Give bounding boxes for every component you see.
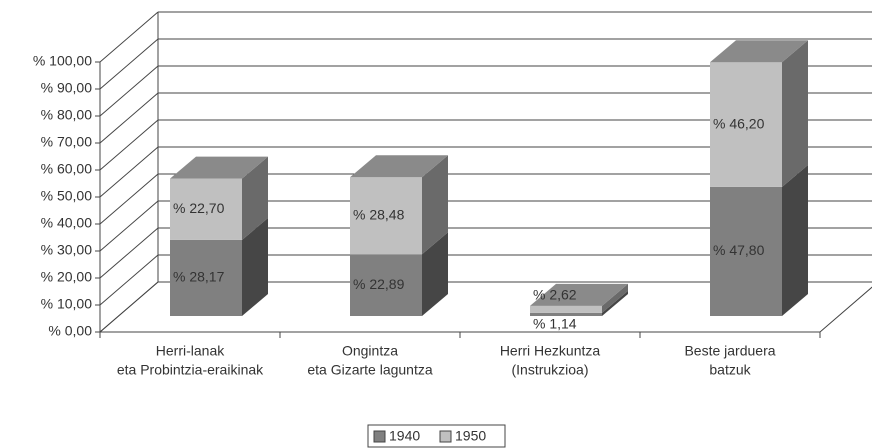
grid-line bbox=[99, 254, 159, 306]
grid-line bbox=[99, 38, 159, 90]
y-tick-label: % 60,00 bbox=[41, 161, 93, 177]
grid-line bbox=[99, 227, 159, 279]
bar-side bbox=[602, 290, 628, 316]
grid-line bbox=[99, 119, 159, 171]
y-tick-label: % 10,00 bbox=[41, 296, 93, 312]
bar-front bbox=[710, 62, 782, 187]
bar-side bbox=[242, 156, 268, 240]
value-label: % 46,20 bbox=[713, 115, 765, 131]
bar-top bbox=[710, 40, 808, 63]
bar-front bbox=[530, 305, 602, 313]
bar-top bbox=[530, 283, 628, 306]
value-label: % 22,89 bbox=[353, 276, 405, 292]
legend-label: 1950 bbox=[455, 428, 486, 444]
value-label: % 28,48 bbox=[353, 206, 405, 222]
value-label: % 28,17 bbox=[173, 269, 225, 285]
x-tick-label: eta Gizarte laguntza bbox=[307, 362, 433, 378]
bar-side bbox=[242, 217, 268, 316]
y-tick-label: % 20,00 bbox=[41, 269, 93, 285]
y-tick-label: % 50,00 bbox=[41, 188, 93, 204]
bar-front bbox=[170, 239, 242, 316]
y-tick-label: % 100,00 bbox=[33, 53, 92, 69]
value-label: % 47,80 bbox=[713, 242, 765, 258]
bar-front bbox=[170, 178, 242, 240]
bar-side bbox=[422, 232, 448, 316]
y-tick-label: % 0,00 bbox=[48, 323, 92, 339]
bar-side bbox=[782, 40, 808, 187]
x-tick-label: Herri Hezkuntza bbox=[500, 343, 601, 359]
bar-side bbox=[602, 283, 628, 313]
bar-front bbox=[530, 312, 602, 316]
bar-front bbox=[710, 186, 782, 316]
x-tick-label: Beste jarduera bbox=[684, 343, 775, 359]
grid-line bbox=[99, 173, 159, 225]
x-tick-label: Ongintza bbox=[342, 343, 398, 359]
legend-box bbox=[367, 424, 506, 448]
grid-line bbox=[99, 11, 159, 63]
y-tick-label: % 80,00 bbox=[41, 107, 93, 123]
y-tick-label: % 40,00 bbox=[41, 215, 93, 231]
x-tick-label: Herri-lanak bbox=[156, 343, 225, 359]
legend-swatch bbox=[373, 430, 386, 443]
x-tick-label: batzuk bbox=[709, 362, 751, 378]
grid-line bbox=[99, 65, 159, 117]
bar-side bbox=[782, 164, 808, 316]
grid-line bbox=[99, 200, 159, 252]
bar-top bbox=[170, 156, 268, 179]
grid-line bbox=[99, 92, 159, 144]
value-label: % 2,62 bbox=[533, 287, 577, 303]
bar-front bbox=[350, 254, 422, 316]
legend-label: 1940 bbox=[389, 428, 420, 444]
y-tick-label: % 30,00 bbox=[41, 242, 93, 258]
bar-side bbox=[422, 155, 448, 255]
y-tick-label: % 70,00 bbox=[41, 134, 93, 150]
grid-line bbox=[99, 281, 159, 333]
value-label: % 1,14 bbox=[533, 316, 577, 332]
grid-line bbox=[99, 146, 159, 198]
x-tick-label: eta Probintzia-eraikinak bbox=[117, 362, 264, 378]
bar-front bbox=[350, 177, 422, 255]
x-tick-label: (Instrukzioa) bbox=[511, 362, 588, 378]
value-label: % 22,70 bbox=[173, 200, 225, 216]
y-tick-label: % 90,00 bbox=[41, 80, 93, 96]
bar-top bbox=[350, 155, 448, 178]
legend-swatch bbox=[439, 430, 452, 443]
